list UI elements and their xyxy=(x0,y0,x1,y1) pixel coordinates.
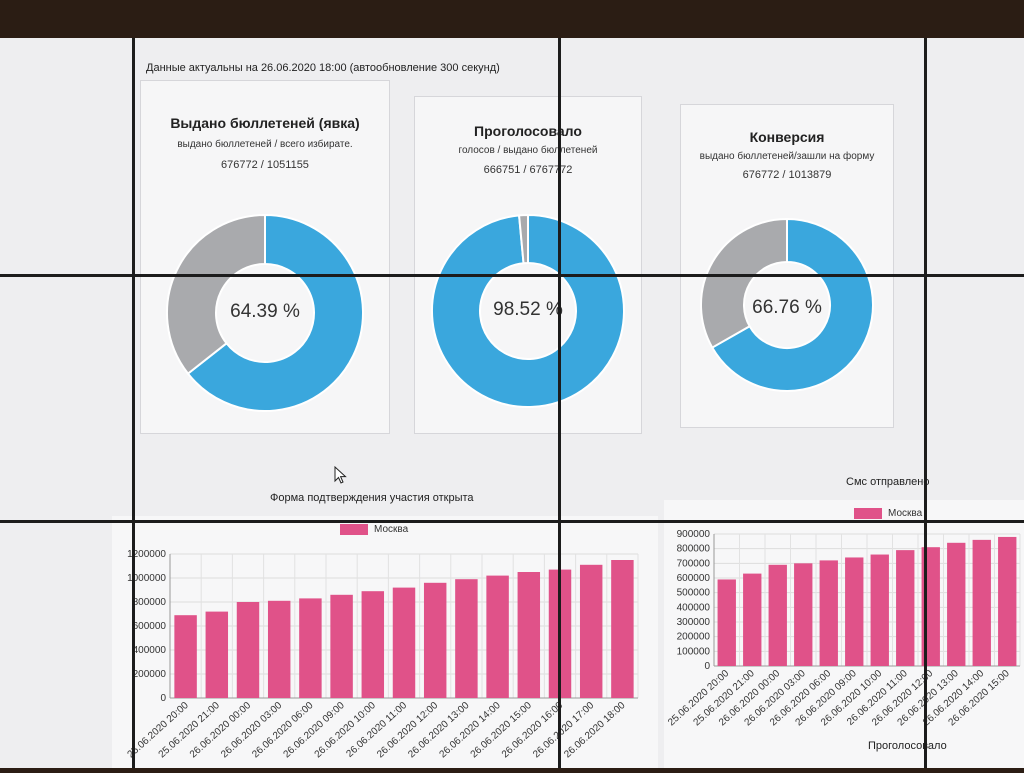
legend-swatch xyxy=(854,508,882,519)
card-counts: 666751 / 6767772 xyxy=(483,164,573,176)
y-tick-label: 600000 xyxy=(677,573,711,584)
bar xyxy=(870,554,889,666)
y-tick-label: 200000 xyxy=(133,669,167,680)
y-tick-label: 400000 xyxy=(677,602,711,613)
chart-legend: Москва xyxy=(854,508,922,519)
bar xyxy=(423,582,447,698)
bar-chart-form-opened: 0200000400000600000800000100000012000002… xyxy=(126,549,639,760)
card-title: Выдано бюллетеней (явка) xyxy=(170,115,360,131)
card-turnout: Выдано бюллетеней (явка) выдано бюллетен… xyxy=(140,80,390,434)
donut-slice-value xyxy=(431,213,625,408)
screen-bezel xyxy=(924,38,927,768)
bar xyxy=(579,564,603,698)
donut-chart-voted xyxy=(431,213,625,408)
screen-bezel xyxy=(0,520,1024,523)
bar-chart-sms-sent: 0 100000 200000 300000 400000 500000 600000 700… xyxy=(666,529,1021,728)
bar xyxy=(896,550,915,666)
y-tick-label: 200000 xyxy=(677,632,711,643)
y-tick-label: 800000 xyxy=(133,597,167,608)
screen-bezel xyxy=(132,38,135,768)
bar xyxy=(517,572,541,698)
y-tick-label: 1200000 xyxy=(127,549,166,560)
screen-bezel xyxy=(0,274,1024,277)
y-tick-label: 600000 xyxy=(133,621,167,632)
bar xyxy=(998,536,1017,666)
bar xyxy=(947,542,966,666)
y-tick-label: 100000 xyxy=(677,646,711,657)
section-title-form-opened: Форма подтверждения участия открыта xyxy=(270,492,474,504)
y-tick-label: 900000 xyxy=(677,529,711,540)
bar xyxy=(455,579,478,698)
donut-slice-remainder xyxy=(517,213,529,265)
bar xyxy=(392,587,416,698)
screen-bezel xyxy=(558,38,561,768)
donut-percent: 98.52 % xyxy=(493,299,563,320)
y-tick-label: 0 xyxy=(160,693,166,704)
card-voted: Проголосовало голосов / выдано бюллетене… xyxy=(414,96,642,434)
card-title: Проголосовало xyxy=(474,123,582,139)
bar xyxy=(794,563,813,666)
chart-legend: Москва xyxy=(340,524,408,535)
bar xyxy=(486,575,509,698)
bar xyxy=(174,615,197,698)
legend-swatch xyxy=(340,524,368,535)
card-conversion: Конверсия выдано бюллетеней/зашли на фор… xyxy=(680,104,894,428)
card-title: Конверсия xyxy=(749,129,825,145)
donut-chart-conversion xyxy=(700,217,874,392)
bar xyxy=(205,611,229,698)
y-tick-label: 400000 xyxy=(133,645,167,656)
card-subtitle: выдано бюллетеней / всего избирате. xyxy=(177,139,353,150)
bar xyxy=(267,600,291,698)
legend-label: Москва xyxy=(888,508,923,520)
bar xyxy=(361,591,385,698)
bar xyxy=(717,579,736,666)
y-tick-label: 0 xyxy=(704,661,710,672)
y-tick-label: 500000 xyxy=(677,588,711,599)
y-tick-label: 300000 xyxy=(677,617,711,628)
mouse-cursor-icon xyxy=(334,466,347,484)
data-updated-text: Данные актуальны на 26.06.2020 18:00 (ав… xyxy=(146,62,500,74)
bar xyxy=(299,598,322,698)
bar-chart-panel-form-opened: Москва 0 200000 400000 600000 800000 1000000 1… xyxy=(112,516,658,768)
card-subtitle: голосов / выдано бюллетеней xyxy=(458,145,598,156)
section-title-sms-sent: Смс отправлено xyxy=(846,476,930,488)
card-counts: 676772 / 1013879 xyxy=(742,169,832,181)
bar xyxy=(611,560,634,698)
bar xyxy=(236,602,260,698)
section-title-voted: Проголосовало xyxy=(868,740,947,752)
donut-slice-remainder xyxy=(166,213,266,376)
bar xyxy=(768,564,787,666)
bar xyxy=(743,573,762,666)
bar xyxy=(819,560,838,666)
bar xyxy=(845,557,864,666)
donut-percent: 66.76 % xyxy=(752,297,822,318)
card-subtitle: выдано бюллетеней/зашли на форму xyxy=(699,151,875,162)
y-tick-label: 800000 xyxy=(677,544,711,555)
card-counts: 676772 / 1051155 xyxy=(221,159,309,171)
y-tick-label: 700000 xyxy=(677,558,711,569)
donut-slice-remainder xyxy=(700,217,788,349)
y-tick-label: 1000000 xyxy=(127,573,166,584)
bar xyxy=(972,539,991,666)
bar-chart-panel-sms-sent: Москва 0 100000 200000 300000 400000 500000 60… xyxy=(664,500,1024,768)
donut-percent: 64.39 % xyxy=(230,301,300,322)
donut-slice-value xyxy=(186,213,364,412)
legend-label: Москва xyxy=(374,524,409,536)
bar xyxy=(330,594,353,698)
donut-chart-turnout xyxy=(166,213,364,412)
